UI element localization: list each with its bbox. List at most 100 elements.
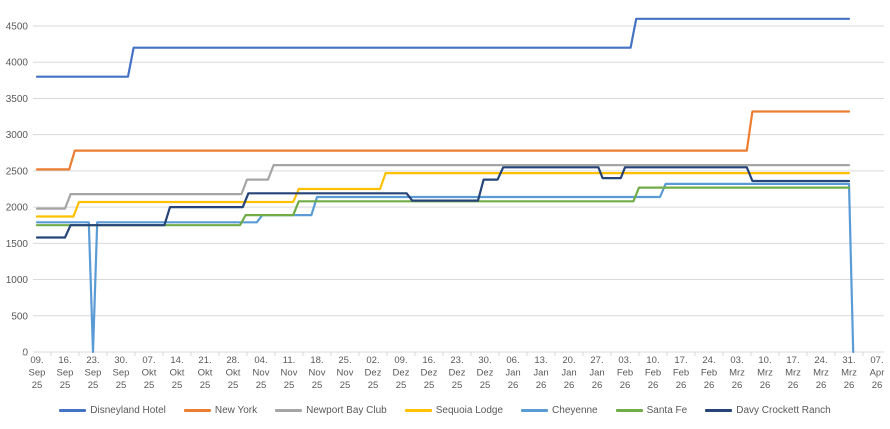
- x-tick-label: 26: [704, 380, 715, 391]
- x-tick-label: 04.: [254, 355, 267, 366]
- legend-label: Davy Crockett Ranch: [736, 405, 831, 416]
- x-tick-label: 25: [32, 380, 43, 391]
- x-tick-label: 25: [144, 380, 155, 391]
- x-tick-label: 25: [340, 380, 351, 391]
- x-tick-label: 31.: [842, 355, 855, 366]
- legend-color-dash: [59, 409, 87, 412]
- series-line-cheyenne: [35, 182, 855, 354]
- legend-item-santa-fe: Santa Fe: [615, 405, 688, 416]
- x-tick-label: Sep: [29, 368, 46, 379]
- legend-label: Newport Bay Club: [306, 405, 387, 416]
- legend-item-new-york: New York: [183, 405, 258, 416]
- x-tick-label: 26: [732, 380, 743, 391]
- x-tick-label: 21.: [198, 355, 211, 366]
- x-tick-label: Nov: [253, 368, 270, 379]
- y-tick-label: 4500: [6, 22, 29, 33]
- chart-legend: Disneyland Hotel New York Newport Bay Club…: [0, 405, 890, 416]
- legend-item-sequoia-lodge: Sequoia Lodge: [404, 405, 504, 416]
- x-tick-label: 25.: [338, 355, 351, 366]
- legend-item-cheyenne: Cheyenne: [521, 405, 598, 416]
- series-line-newport-bay-club: [35, 164, 851, 210]
- x-tick-label: 26: [648, 380, 659, 391]
- x-tick-label: 28.: [226, 355, 239, 366]
- x-tick-label: 09.: [30, 355, 43, 366]
- y-tick-label: 3500: [6, 94, 29, 105]
- x-tick-label: Jan: [533, 368, 548, 379]
- x-tick-label: 03.: [618, 355, 631, 366]
- x-tick-label: 10.: [646, 355, 659, 366]
- legend-color-dash: [615, 409, 643, 412]
- y-tick-label: 1000: [6, 275, 29, 286]
- x-tick-label: Mrz: [757, 368, 773, 379]
- x-tick-label: 26: [620, 380, 631, 391]
- x-tick-label: 10.: [758, 355, 771, 366]
- x-tick-label: 26: [536, 380, 547, 391]
- legend-label: Santa Fe: [646, 405, 688, 416]
- x-tick-label: 06.: [506, 355, 519, 366]
- series-line-santa-fe: [35, 186, 851, 227]
- x-tick-label: Nov: [309, 368, 326, 379]
- legend-color-dash: [404, 409, 432, 412]
- x-tick-label: Mrz: [841, 368, 857, 379]
- x-tick-label: Feb: [617, 368, 633, 379]
- x-tick-label: 24.: [702, 355, 715, 366]
- series-line-disneyland-hotel: [35, 17, 851, 78]
- x-tick-label: 17.: [674, 355, 687, 366]
- x-tick-label: Dez: [365, 368, 382, 379]
- x-tick-label: 16.: [58, 355, 71, 366]
- x-tick-label: Mrz: [785, 368, 801, 379]
- legend-color-dash: [183, 409, 211, 412]
- x-tick-label: 11.: [283, 355, 296, 366]
- x-tick-label: 25: [312, 380, 323, 391]
- x-tick-label: 26: [564, 380, 575, 391]
- x-tick-label: Dez: [477, 368, 494, 379]
- x-tick-label: 03.: [730, 355, 743, 366]
- x-tick-label: 25: [452, 380, 463, 391]
- legend-label: Cheyenne: [552, 405, 598, 416]
- x-tick-label: Nov: [281, 368, 298, 379]
- x-tick-label: Feb: [673, 368, 689, 379]
- x-tick-label: Dez: [449, 368, 466, 379]
- x-tick-label: 07.: [870, 355, 883, 366]
- x-tick-label: Apr: [870, 368, 885, 379]
- x-tick-label: 26: [676, 380, 687, 391]
- legend-label: Disneyland Hotel: [90, 405, 166, 416]
- x-tick-label: 23.: [86, 355, 99, 366]
- x-tick-label: 30.: [114, 355, 127, 366]
- legend-color-dash: [705, 409, 733, 412]
- x-tick-label: Feb: [701, 368, 717, 379]
- x-tick-label: Nov: [337, 368, 354, 379]
- x-tick-label: Dez: [393, 368, 410, 379]
- x-tick-label: 25: [284, 380, 295, 391]
- x-tick-label: 16.: [422, 355, 435, 366]
- x-axis-labels: 09.Sep2516.Sep2523.Sep2530.Sep2507.Okt25…: [29, 355, 885, 391]
- x-tick-label: 07.: [142, 355, 155, 366]
- x-tick-label: Jan: [505, 368, 520, 379]
- x-tick-label: 25: [256, 380, 267, 391]
- series-line-sequoia-lodge: [35, 172, 851, 218]
- y-tick-label: 2500: [6, 166, 29, 177]
- x-tick-label: 26: [844, 380, 855, 391]
- x-tick-label: 18.: [310, 355, 323, 366]
- x-tick-label: Jan: [561, 368, 576, 379]
- gridlines: [33, 25, 884, 353]
- x-tick-label: 02.: [366, 355, 379, 366]
- x-tick-label: 25: [200, 380, 211, 391]
- x-tick-label: Okt: [142, 368, 157, 379]
- x-tick-label: 25: [116, 380, 127, 391]
- y-tick-label: 2000: [6, 203, 29, 214]
- x-tick-label: Jan: [589, 368, 604, 379]
- x-tick-label: 26: [760, 380, 771, 391]
- x-tick-label: 13.: [534, 355, 547, 366]
- x-tick-label: 25: [424, 380, 435, 391]
- legend-label: New York: [214, 405, 258, 416]
- x-tick-label: Okt: [226, 368, 241, 379]
- legend-label: Sequoia Lodge: [435, 405, 504, 416]
- x-tick-label: Okt: [170, 368, 185, 379]
- legend-item-disneyland-hotel: Disneyland Hotel: [59, 405, 166, 416]
- y-tick-label: 4000: [6, 58, 29, 69]
- x-tick-label: 25: [480, 380, 491, 391]
- y-tick-label: 1500: [6, 239, 29, 250]
